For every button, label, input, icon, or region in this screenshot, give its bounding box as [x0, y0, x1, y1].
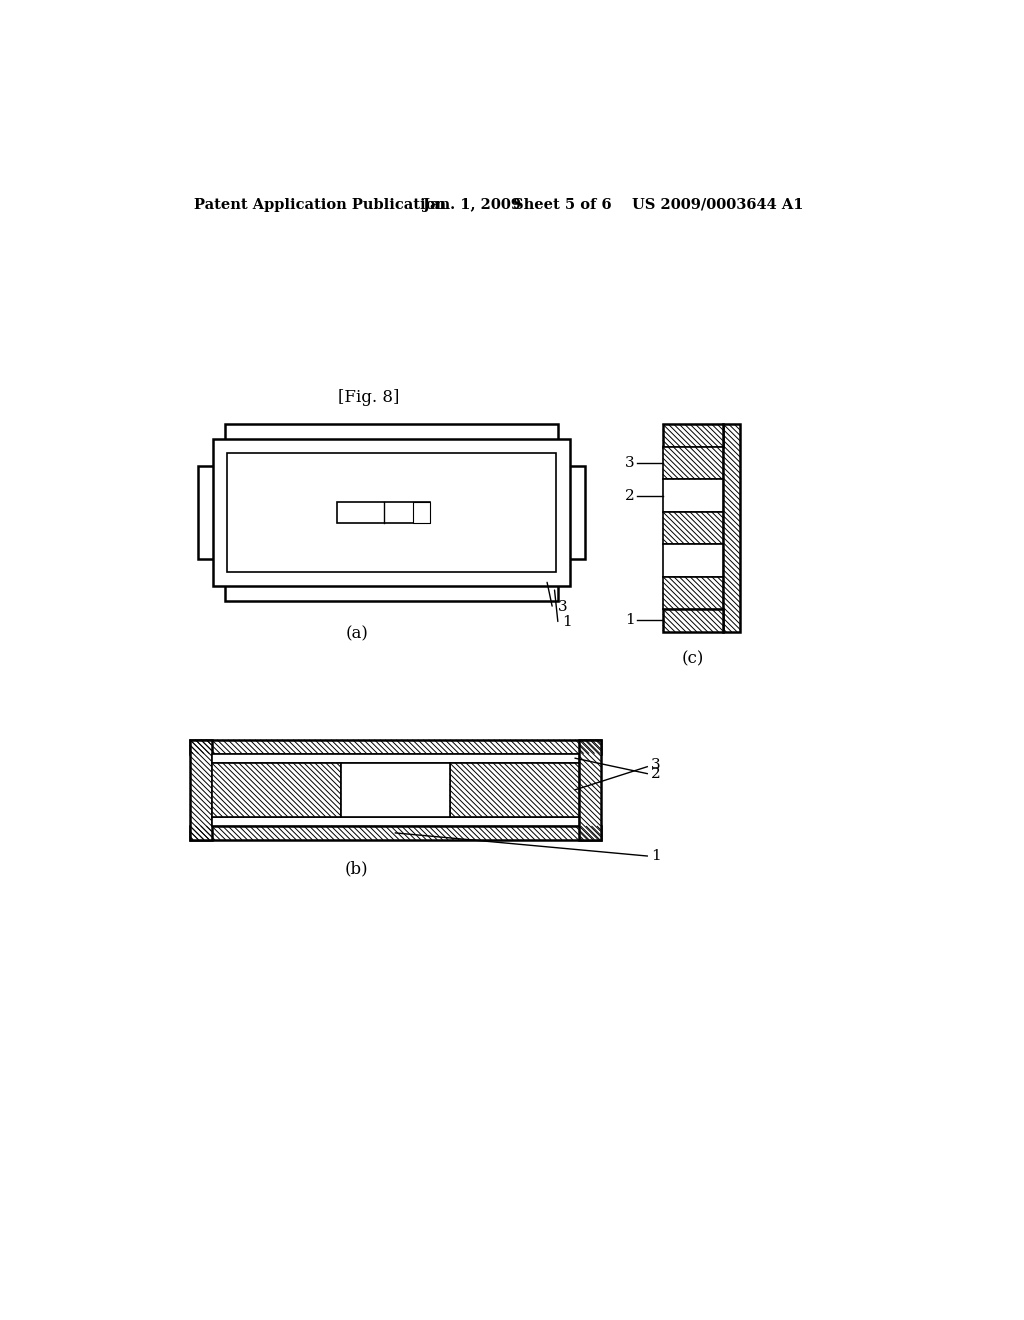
Bar	[562, 466, 586, 558]
Text: 3: 3	[651, 758, 660, 772]
Bar	[723, 424, 740, 632]
Bar	[190, 739, 601, 754]
Bar	[414, 502, 430, 523]
Bar	[663, 424, 723, 447]
Bar	[190, 826, 601, 840]
Text: 3: 3	[626, 457, 635, 470]
Bar	[341, 763, 450, 817]
Text: [Fig. 8]: [Fig. 8]	[338, 388, 399, 405]
Text: 3: 3	[558, 599, 567, 614]
Text: Jan. 1, 2009: Jan. 1, 2009	[423, 198, 520, 211]
Bar	[663, 512, 723, 544]
Text: (a): (a)	[345, 624, 368, 642]
Text: Patent Application Publication: Patent Application Publication	[194, 198, 445, 211]
Bar	[663, 479, 723, 512]
Text: 1: 1	[625, 614, 635, 627]
Bar	[213, 440, 569, 586]
Bar	[212, 817, 579, 826]
Text: (b): (b)	[345, 861, 369, 878]
Bar	[450, 763, 579, 817]
Text: (c): (c)	[682, 651, 705, 668]
Text: 2: 2	[651, 767, 660, 780]
Bar	[663, 577, 723, 609]
Text: 1: 1	[562, 615, 571, 628]
Text: US 2009/0003644 A1: US 2009/0003644 A1	[632, 198, 803, 211]
Bar	[198, 466, 221, 558]
Bar	[663, 609, 723, 632]
Bar	[227, 453, 556, 572]
Bar	[225, 424, 558, 444]
Text: Sheet 5 of 6: Sheet 5 of 6	[513, 198, 611, 211]
Bar	[337, 502, 430, 523]
Bar	[190, 739, 212, 840]
Bar	[212, 754, 579, 763]
Bar	[225, 582, 558, 601]
Bar	[212, 763, 341, 817]
Bar	[663, 544, 723, 577]
Bar	[663, 447, 723, 479]
Bar	[579, 739, 601, 840]
Text: 1: 1	[651, 849, 660, 863]
Text: 2: 2	[625, 488, 635, 503]
